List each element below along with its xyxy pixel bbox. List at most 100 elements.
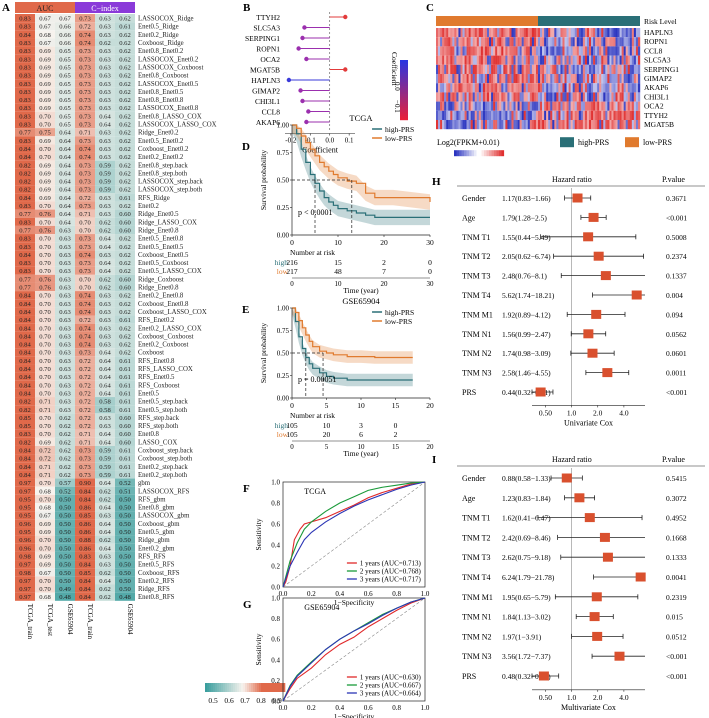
heatmap-cell-value: 0.84 (19, 293, 31, 300)
expression-cell (456, 46, 459, 56)
expression-cell (552, 110, 555, 120)
heatmap-cell-value: 0.74 (79, 252, 91, 259)
heatmap-cell-value: 0.62 (119, 89, 131, 96)
expression-cell (458, 120, 461, 130)
heatmap-cell (35, 185, 55, 194)
heatmap-cell (55, 551, 75, 561)
expression-cell (503, 28, 506, 38)
expression-cell (517, 92, 520, 102)
heatmap-cell (15, 421, 35, 430)
expression-cell (613, 110, 616, 120)
heatmap-cell-value: 0.60 (119, 276, 131, 283)
heatmap-cell-value: 0.74 (79, 333, 91, 340)
heatmap-cell-value: 0.73 (79, 97, 91, 104)
expression-cell (589, 92, 592, 102)
gene-label: HAPLN3 (251, 76, 280, 85)
legend-gradient-step (263, 683, 266, 692)
x-tick-label: 0.4 (335, 590, 344, 598)
expression-cell (621, 37, 624, 47)
heatmap-cell-value: 0.62 (119, 252, 131, 259)
expression-cell (482, 55, 486, 65)
expression-cell (444, 120, 447, 130)
heatmap-cell (75, 560, 95, 569)
expression-cell (480, 92, 484, 102)
expression-cell (470, 55, 473, 65)
expression-cell (637, 110, 641, 120)
expression-legend-step (474, 150, 477, 157)
legend-gradient-step (219, 683, 222, 692)
expression-cell (627, 55, 630, 65)
heatmap-cell (115, 388, 135, 398)
expression-cell (538, 120, 541, 130)
gene-label: MGAT5B (250, 66, 280, 75)
expression-cell (574, 92, 577, 102)
expression-cell (593, 28, 596, 38)
expression-cell (480, 110, 484, 120)
heatmap-cell-value: 0.59 (99, 187, 111, 194)
expression-cell (601, 37, 604, 47)
heatmap-cell (15, 250, 35, 259)
y-axis-title: Sensitivity (254, 518, 263, 550)
model-name: Enet0.5_step.both (138, 407, 188, 414)
heatmap-cell-value: 0.50 (119, 570, 131, 577)
expression-cell (446, 110, 449, 120)
heatmap-cell (35, 217, 55, 226)
coef-colorbar-step (400, 102, 408, 105)
expression-cell (497, 120, 500, 130)
expression-cell (535, 46, 539, 56)
heatmap-cell (115, 364, 135, 373)
expression-cell (521, 101, 524, 111)
expression-cell (574, 55, 577, 65)
expression-cell (623, 92, 626, 102)
risk-x-tick-label: 20 (381, 280, 389, 288)
heatmap-cell (35, 560, 55, 569)
expression-cell (605, 83, 608, 93)
model-name: Enet0.2_Coxboost (138, 342, 189, 349)
expression-cell (523, 64, 526, 74)
heatmap-cell-value: 0.63 (99, 89, 111, 96)
heatmap-cell (35, 282, 55, 292)
heatmap-cell (115, 87, 135, 96)
expression-cell (550, 55, 553, 65)
model-name: RFS_Coxboost (138, 382, 180, 389)
legend-high-prs-swatch (560, 137, 574, 148)
expression-cell (476, 83, 480, 93)
expression-cell (586, 28, 590, 38)
expression-cell (440, 64, 443, 74)
heatmap-cell-value: 0.70 (39, 366, 51, 373)
expression-cell (529, 120, 533, 130)
heatmap-cell (55, 560, 75, 569)
expression-cell (507, 110, 510, 120)
expression-cell (625, 120, 628, 130)
heatmap-cell-value: 0.70 (39, 122, 51, 129)
expression-cell (444, 28, 447, 38)
heatmap-cell (115, 242, 135, 251)
heatmap-cell (115, 560, 135, 569)
expression-cell (597, 37, 600, 47)
legend-label: low-PRS (385, 317, 412, 326)
coef-colorbar-step (400, 96, 408, 99)
heatmap-cell-value: 0.84 (79, 594, 91, 601)
expression-cell (436, 120, 439, 130)
legend-gradient-step (217, 683, 220, 692)
legend-gradient-step (251, 683, 254, 692)
expression-cell (586, 64, 590, 74)
model-name: Enet0.2_step.both (138, 472, 188, 479)
heatmap-cell-value: 0.50 (59, 529, 71, 536)
heatmap-cell-value: 0.70 (39, 309, 51, 316)
expression-cell (586, 101, 590, 111)
hr-box (599, 532, 610, 542)
expression-cell (466, 55, 469, 65)
heatmap-cell (115, 128, 135, 137)
expression-cell (538, 74, 541, 84)
heatmap-cell-value: 0.77 (19, 130, 31, 137)
expression-cell (444, 46, 447, 56)
expression-cell (617, 37, 620, 47)
expression-cell (576, 110, 579, 120)
expression-cell (597, 101, 600, 111)
expression-cell (507, 74, 510, 84)
expression-cell (619, 28, 622, 38)
expression-cell (513, 37, 516, 47)
expression-cell (570, 110, 573, 120)
